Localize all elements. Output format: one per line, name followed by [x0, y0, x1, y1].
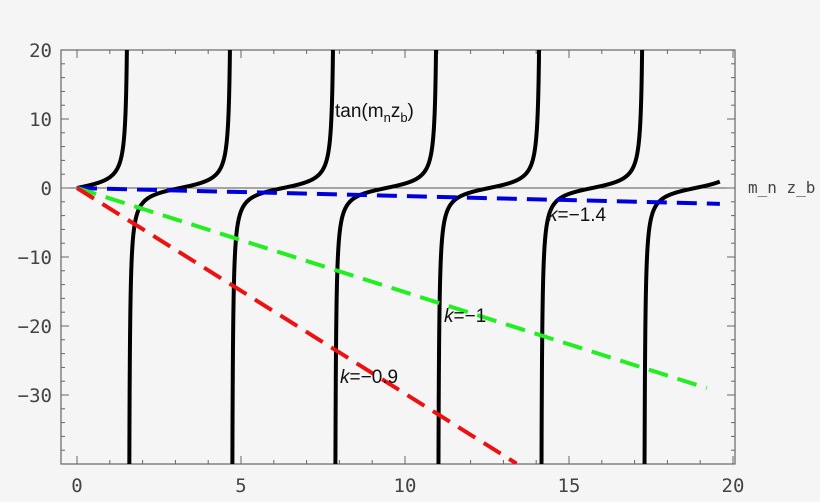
x-tick-label: 15: [558, 475, 581, 497]
series-tan: [76, 50, 721, 464]
y-tick-label: 0: [41, 178, 52, 200]
y-tick-label: −20: [18, 316, 52, 338]
label-k-0.9: k=−0.9: [340, 367, 398, 388]
y-tick-label: −30: [18, 385, 52, 407]
x-tick-label: 0: [71, 475, 82, 497]
series-line-3: [75, 186, 518, 464]
label-k-1.4: k=−1.4: [548, 205, 607, 226]
y-tick-label: 20: [29, 40, 52, 62]
y-tick-label: −10: [18, 247, 52, 269]
series-line-1: [76, 186, 720, 206]
x-tick-label: 20: [722, 475, 745, 497]
label-k-1: k=−1: [444, 306, 486, 327]
series-line-2: [76, 186, 708, 390]
y-tick-label: 10: [29, 109, 52, 131]
x-axis-label: m_n z_b: [748, 178, 815, 197]
x-tick-label: 10: [394, 475, 417, 497]
x-tick-label: 5: [235, 475, 246, 497]
label-tan: tan(mnzb): [335, 101, 414, 125]
